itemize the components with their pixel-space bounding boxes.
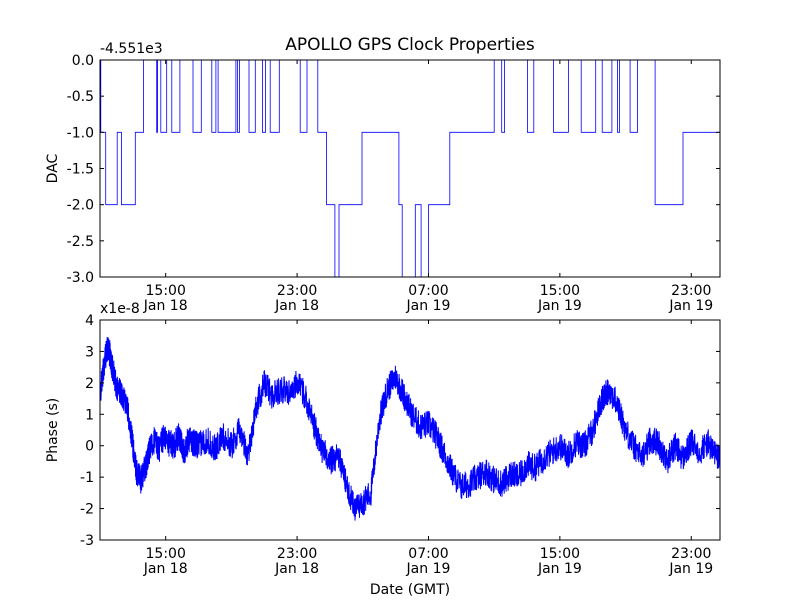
x-tick-label-date: Jan 18 [143,298,188,314]
x-tick-label-date: Jan 18 [274,561,319,577]
axis-offset-label: x1e-8 [100,301,140,317]
x-tick-label-time: 15:00 [146,546,186,562]
y-tick-label: 0.0 [72,53,94,69]
axis-offset-label: -4.551e3 [100,41,163,57]
y-tick-label: -1.5 [67,162,94,178]
x-tick-label-date: Jan 19 [537,561,582,577]
y-tick-label: 1 [85,407,94,423]
y-axis-label: Phase (s) [45,398,61,462]
x-tick-label-time: 23:00 [671,546,711,562]
axes-frame [99,319,721,541]
x-tick-label-time: 15:00 [146,283,186,299]
dac-series-line [100,60,720,277]
x-tick-label-date: Jan 19 [406,298,451,314]
x-tick-label-time: 23:00 [277,546,317,562]
x-tick-label-date: Jan 18 [143,561,188,577]
y-tick-label: -2 [80,502,94,518]
y-tick-label: -1.0 [67,125,94,141]
x-tick-label-time: 15:00 [540,546,580,562]
x-axis-label: Date (GMT) [370,582,450,598]
y-tick-label: 3 [85,344,94,360]
y-tick-label: -1 [80,470,94,486]
x-tick-label-time: 15:00 [540,283,580,299]
x-tick-label-time: 07:00 [408,546,448,562]
x-tick-label-date: Jan 19 [537,298,582,314]
y-tick-label: -2.5 [67,234,94,250]
y-tick-label: -0.5 [67,89,94,105]
y-tick-label: -3.0 [67,270,94,286]
x-tick-label-date: Jan 18 [274,298,319,314]
x-tick-label-date: Jan 19 [668,561,713,577]
x-tick-label-date: Jan 19 [668,298,713,314]
y-tick-label: -3 [80,533,94,549]
x-tick-label-time: 23:00 [671,283,711,299]
y-axis-label: DAC [45,153,61,183]
y-tick-label: 4 [85,313,94,329]
y-tick-label: 0 [85,439,94,455]
x-tick-label-time: 23:00 [277,283,317,299]
figure-title: APOLLO GPS Clock Properties [285,35,535,55]
y-tick-label: 2 [85,376,94,392]
phase-series-line [100,337,720,521]
x-tick-label-time: 07:00 [408,283,448,299]
y-tick-label: -2.0 [67,198,94,214]
x-tick-label-date: Jan 19 [406,561,451,577]
